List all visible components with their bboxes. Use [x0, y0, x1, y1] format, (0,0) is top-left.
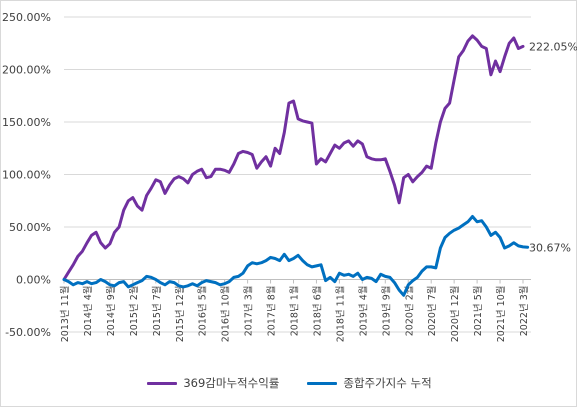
y-tick-label: 150.00% [2, 116, 51, 129]
y-tick-label: 100.00% [2, 169, 51, 182]
end-label-1: 30.67% [529, 241, 571, 254]
x-tick-label: 2017년 3월 [243, 286, 255, 337]
x-tick-label: 2015년 7월 [151, 286, 163, 337]
x-tick-label: 2017년 8월 [266, 286, 278, 337]
legend-item-gamma: 369감마누적수익률 [147, 375, 279, 391]
legend-swatch-gamma [147, 381, 178, 385]
legend: 369감마누적수익률 종합주가지수 누적 [1, 375, 577, 391]
x-tick-label: 2016년 10월 [220, 286, 232, 343]
x-tick-label: 2019년 4월 [357, 286, 369, 337]
end-labels: 222.05% 30.67% [529, 40, 577, 254]
x-tick-label: 2018년 6월 [311, 286, 323, 337]
x-tick-label: 2018년 1월 [289, 286, 301, 337]
legend-label-gamma: 369감마누적수익률 [183, 376, 280, 390]
x-axis: 2013년 11월 2014년 4월 2014년 9월 2015년 2월 2015년 7… [59, 279, 531, 343]
x-tick-label: 2014년 4월 [82, 286, 94, 337]
x-tick-label: 2018년 11월 [334, 286, 346, 343]
x-tick-label: 2015년 12월 [174, 286, 186, 343]
x-tick-label: 2021년 5월 [472, 285, 484, 336]
y-tick-label: 250.00% [2, 11, 51, 24]
x-tick-label: 2021년 10월 [495, 286, 507, 343]
series-line-0 [62, 34, 525, 281]
y-tick-label: -50.00% [5, 326, 51, 339]
legend-label-kospi: 종합주가지수 누적 [343, 376, 432, 390]
y-axis: -50.00% 0.00% 50.00% 100.00% 150.00% 200.00% 2… [2, 11, 51, 339]
x-tick-label: 2020년 12월 [449, 286, 461, 343]
x-tick-label: 2016년 5월 [197, 286, 209, 337]
y-tick-label: 50.00% [9, 221, 51, 234]
end-label-0: 222.05% [529, 40, 577, 53]
x-tick-label: 2020년 7월 [426, 286, 438, 337]
x-tick-label: 2019년 9월 [380, 286, 392, 337]
x-tick-label: 2014년 9월 [105, 286, 117, 337]
series-line-1 [62, 215, 530, 297]
x-tick-label: 2015년 2월 [128, 286, 140, 337]
y-tick-label: 0.00% [16, 274, 51, 287]
legend-item-kospi: 종합주가지수 누적 [307, 375, 432, 391]
legend-swatch-kospi [307, 381, 338, 385]
series-lines [62, 34, 530, 297]
x-tick-label: 2022년 3월 [518, 286, 530, 337]
x-tick-label: 2013년 11월 [59, 286, 71, 343]
x-tick-label: 2020년 2월 [403, 286, 415, 337]
y-tick-label: 200.00% [2, 64, 51, 77]
